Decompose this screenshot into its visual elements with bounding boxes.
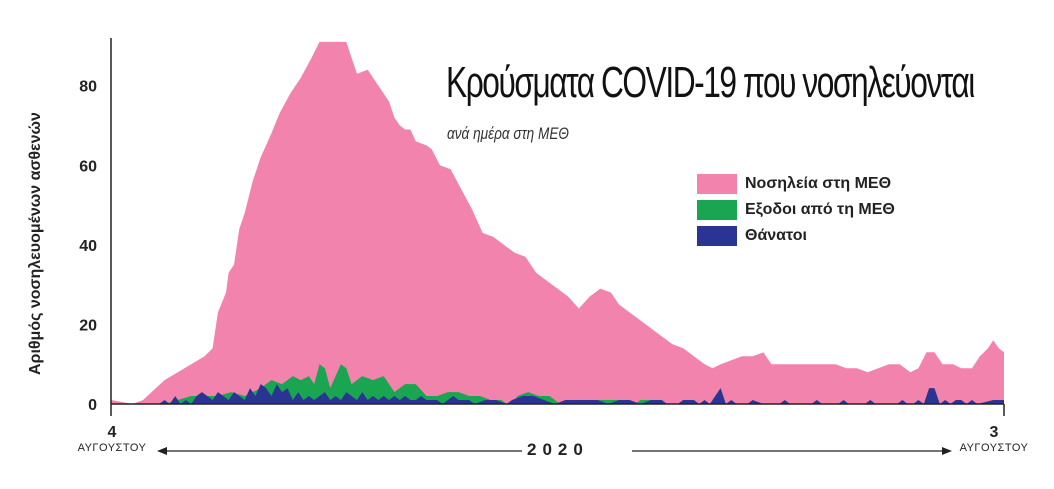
y-tick-label: 0	[88, 397, 97, 414]
x-end-label: 3 ΑΥΓΟΥΣΤΟΥ	[954, 424, 1034, 454]
area-deaths	[111, 384, 1004, 404]
x-start-label: 4 ΑΥΓΟΥΣΤΟΥ	[72, 424, 152, 454]
legend-swatch-deaths	[697, 226, 737, 246]
legend-swatch-discharged	[697, 200, 737, 220]
legend-swatch-hospitalized	[697, 174, 737, 194]
y-tick-label: 60	[79, 158, 97, 175]
chart-plot-areas	[111, 41, 1004, 405]
legend-label-discharged: Εξοδοι από τη ΜΕΘ	[745, 201, 895, 218]
y-tick-label: 80	[79, 79, 97, 96]
x-end-month: ΑΥΓΟΥΣΤΟΥ	[959, 442, 1029, 454]
legend-label-hospitalized: Νοσηλεία στη ΜΕΘ	[745, 175, 892, 192]
area-hospitalized	[111, 41, 1004, 405]
chart-title: Κρούσματα COVID-19 που νοσηλεύονται	[446, 58, 975, 107]
x-start-day: 4	[107, 424, 117, 441]
x-end-day: 3	[989, 424, 999, 441]
x-start-month: ΑΥΓΟΥΣΤΟΥ	[77, 442, 147, 454]
arrow-left-icon	[157, 447, 167, 455]
legend-item-deaths: Θάνατοι	[697, 223, 895, 249]
y-tick-label: 40	[79, 238, 97, 255]
chart-axes: 0 20 40 60 80	[79, 38, 1005, 455]
y-axis-label: Αριθμός νοσηλευομένων ασθενών	[27, 112, 44, 375]
area-discharged	[111, 364, 1004, 404]
legend-label-deaths: Θάνατοι	[745, 227, 807, 244]
chart-legend: Νοσηλεία στη ΜΕΘ Εξοδοι από τη ΜΕΘ Θάνατ…	[697, 171, 895, 249]
chart-subtitle: ανά ημέρα στη ΜΕΘ	[447, 124, 569, 143]
arrow-right-icon	[942, 447, 952, 455]
y-tick-label: 20	[79, 317, 97, 334]
legend-item-hospitalized: Νοσηλεία στη ΜΕΘ	[697, 171, 895, 197]
year-label: 2020	[527, 440, 589, 459]
legend-item-discharged: Εξοδοι από τη ΜΕΘ	[697, 197, 895, 223]
